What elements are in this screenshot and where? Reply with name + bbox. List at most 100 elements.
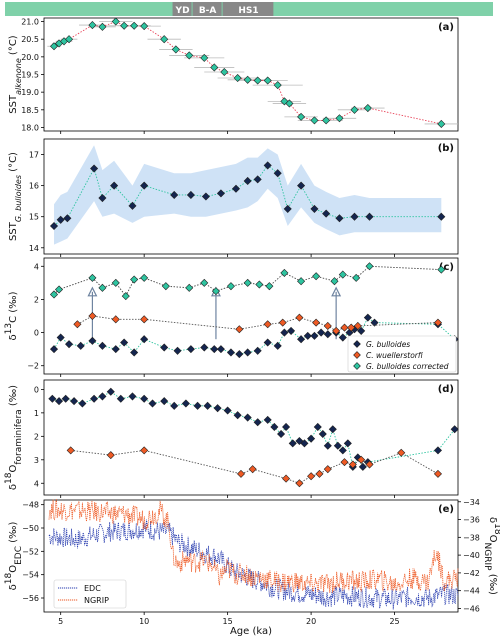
y-label-unit: (°C): [8, 35, 19, 58]
data-point-0-18: [243, 348, 252, 357]
data-point-0-8: [116, 394, 125, 403]
data-point-0-5: [90, 394, 99, 403]
data-point-0-28: [323, 330, 332, 339]
timeline-label-0: YD: [175, 6, 190, 16]
data-point-0-6: [111, 345, 120, 354]
data-point-2-8: [161, 282, 170, 291]
data-point-0-29: [437, 119, 446, 128]
panel-c: −2 0 2 4 (c) δ13C (‰) G. bulloides C. wuellerst…: [4, 257, 459, 377]
data-point-0-34: [333, 441, 342, 450]
timeline-label-1: B-A: [199, 6, 217, 16]
data-point-0-33: [328, 425, 337, 434]
data-point-1-12: [347, 323, 356, 332]
data-point-0-30: [338, 333, 347, 342]
data-point-1-0: [73, 320, 82, 329]
data-point-2-19: [330, 277, 339, 286]
y-tick-label: 15: [29, 213, 39, 222]
data-point-1-10: [332, 326, 341, 335]
data-point-0-32: [323, 441, 332, 450]
data-point-0-7: [120, 338, 129, 347]
correction-arrowhead-2: [331, 286, 342, 297]
data-point-0-1: [56, 215, 65, 224]
legend-label-0: EDC: [84, 584, 101, 593]
y2-tick-label: −36: [463, 516, 480, 525]
panel-label: (a): [438, 22, 454, 33]
data-point-0-5: [98, 22, 107, 31]
y-tick-label: 18.5: [21, 106, 39, 115]
data-point-0-15: [216, 345, 225, 354]
y-tick-label: −2: [27, 362, 39, 371]
y-tick-label: 0: [34, 385, 39, 394]
legend-marker-2: [353, 362, 361, 370]
data-point-0-23: [287, 326, 296, 335]
data-point-1-11: [340, 323, 349, 332]
series-line-0: [53, 21, 442, 125]
legend: G. bulloides C. wuellerstorfi G. bulloides…: [347, 335, 457, 373]
data-point-0-36: [343, 439, 352, 448]
data-point-0-8: [130, 348, 139, 357]
uncertainty-band: [54, 145, 442, 245]
data-point-1-11: [348, 460, 357, 469]
data-point-1-7: [307, 472, 316, 481]
data-point-2-21: [352, 273, 361, 282]
x-tick-label: 15: [223, 617, 233, 626]
data-point-1-3: [236, 469, 246, 478]
data-point-0-34: [363, 313, 372, 322]
data-point-0-16: [203, 401, 212, 410]
data-point-2-3: [98, 283, 107, 292]
data-point-0-19: [233, 411, 242, 420]
data-point-2-11: [211, 287, 220, 296]
data-point-0-1: [56, 333, 65, 342]
data-point-2-12: [226, 282, 235, 291]
data-point-1-3: [140, 315, 149, 324]
y-tick-label: 2: [34, 295, 39, 304]
y-label-sub: alkenone: [14, 58, 23, 95]
legend-label-0: G. bulloides: [366, 340, 410, 349]
timeline-label-2: HS1: [238, 6, 258, 16]
data-point-2-23: [437, 265, 446, 274]
data-point-0-12: [186, 345, 195, 354]
y2-tick-label: −44: [463, 587, 480, 596]
data-point-0-22: [263, 415, 272, 424]
y-label-main: SST: [8, 94, 19, 114]
panel-label: (d): [438, 384, 454, 395]
data-point-1-13: [353, 321, 362, 330]
data-point-0-8: [170, 190, 179, 199]
data-point-0-0: [49, 42, 59, 51]
data-point-0-21: [335, 214, 344, 223]
y-tick-label: 18.0: [21, 123, 39, 132]
series-line-1: [77, 315, 439, 332]
y-tick-label: −50: [22, 524, 39, 533]
data-point-0-28: [300, 439, 309, 448]
y2-tick-label: −40: [463, 551, 480, 560]
data-point-0-20: [273, 81, 282, 90]
data-point-0-42: [450, 425, 459, 434]
timeline-interval-2: [222, 2, 274, 16]
timeline-bar: YD B-A HS1: [5, 2, 493, 16]
y2-tick-label: −38: [463, 533, 480, 542]
y-label-unit: (°C): [8, 152, 19, 175]
axes-frame: [43, 138, 459, 255]
data-point-0-10: [201, 192, 210, 201]
data-point-0-4: [78, 399, 87, 408]
data-point-1-0: [66, 446, 75, 455]
data-point-0-19: [263, 76, 272, 85]
y-axis-label: δ18OEDC (‰): [4, 522, 24, 591]
y-tick-label: 3: [34, 456, 39, 465]
data-point-1-7: [295, 313, 304, 322]
y-tick-label: 17: [29, 151, 39, 160]
data-point-0-26: [335, 114, 344, 123]
data-point-0-11: [216, 189, 225, 198]
data-point-0-6: [128, 201, 137, 210]
data-point-0-4: [88, 336, 97, 345]
x-tick-label: 5: [58, 617, 63, 626]
data-point-2-0: [49, 290, 59, 299]
data-point-0-4: [98, 194, 107, 203]
legend-box: [347, 335, 457, 373]
data-point-0-25: [322, 116, 331, 125]
y-label-sub: G. bulloides: [14, 175, 23, 222]
data-point-2-15: [265, 282, 274, 291]
y-tick-label: 19.0: [21, 88, 39, 97]
data-point-0-3: [70, 397, 79, 406]
data-point-0-18: [223, 406, 232, 415]
